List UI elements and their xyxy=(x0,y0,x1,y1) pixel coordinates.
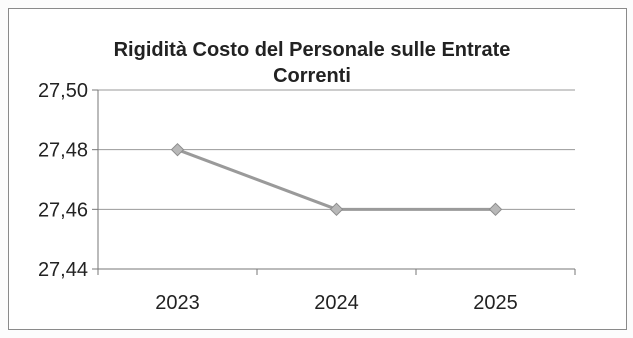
chart-title-line-1: Rigidità Costo del Personale sulle Entra… xyxy=(114,39,511,61)
y-tick-label: 27,48 xyxy=(38,140,88,162)
x-tick-labels: 2023 2024 2025 xyxy=(155,292,518,314)
chart-title-line-2: Correnti xyxy=(273,65,351,87)
data-point-marker xyxy=(488,202,503,217)
y-tick-label: 27,44 xyxy=(38,259,88,281)
series-line xyxy=(176,148,496,211)
y-tick-label: 27,50 xyxy=(38,80,88,102)
series xyxy=(170,142,503,217)
gridlines xyxy=(98,89,575,210)
x-tick-label: 2024 xyxy=(314,292,359,314)
y-tick-labels: 27,44 27,46 27,48 27,50 xyxy=(38,80,88,281)
data-point-marker xyxy=(329,202,344,217)
x-tick-label: 2025 xyxy=(473,292,518,314)
data-point-marker xyxy=(170,142,185,157)
chart-area xyxy=(8,8,627,330)
axes xyxy=(92,89,576,275)
x-tick-label: 2023 xyxy=(155,292,200,314)
y-tick-label: 27,46 xyxy=(38,199,88,221)
